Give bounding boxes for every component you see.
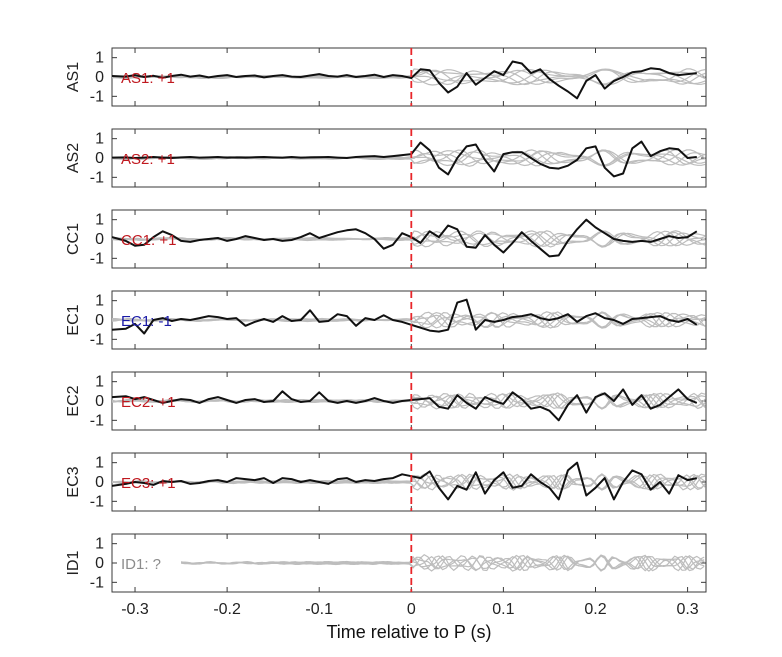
y-tick-label: 1: [95, 131, 104, 148]
reference-trace: [180, 554, 705, 572]
waveform-trace: [112, 461, 698, 501]
x-tick-label: -0.1: [305, 601, 333, 618]
panel-cc1: 1 0 -1 CC1 CC1: +1: [65, 209, 707, 269]
y-tick-label: -1: [90, 88, 104, 105]
y-tick-label: 0: [95, 474, 104, 491]
y-tick-label: 0: [95, 69, 104, 86]
y-tick-label: 0: [95, 231, 104, 248]
station-axis-label: EC3: [65, 466, 82, 497]
y-tick-label: 0: [95, 312, 104, 329]
y-tick-label: -1: [90, 412, 104, 429]
panel-as1: 1 0 -1 AS1 AS1: +1: [65, 47, 707, 107]
x-tick-label: 0.1: [492, 601, 514, 618]
panel-id1: 1 0 -1 ID1 ID1: ?: [65, 533, 707, 593]
reference-trace: [112, 149, 706, 165]
y-tick-label: 0: [95, 393, 104, 410]
x-tick-label: 0: [407, 601, 416, 618]
station-axis-label: ID1: [65, 550, 82, 575]
waveform-trace: [112, 218, 698, 258]
polarity-label: EC2: +1: [121, 394, 176, 411]
polarity-label: CC1: +1: [121, 232, 176, 249]
station-axis-label: EC2: [65, 385, 82, 416]
x-axis-label: Time relative to P (s): [326, 622, 491, 642]
waveform-trace: [112, 298, 698, 335]
polarity-label: EC1: -1: [121, 313, 172, 330]
panel-ec3: 1 0 -1 EC3 EC3: +1: [65, 452, 707, 512]
reference-trace: [112, 311, 706, 328]
polarity-label: ID1: ?: [121, 556, 161, 573]
station-axis-label: AS1: [65, 62, 82, 92]
y-tick-label: -1: [90, 574, 104, 591]
y-tick-label: -1: [90, 250, 104, 267]
polarity-label: AS1: +1: [121, 70, 175, 87]
polarity-label: AS2: +1: [121, 151, 175, 168]
y-tick-label: 0: [95, 555, 104, 572]
polarity-label: EC3: +1: [121, 475, 176, 492]
y-tick-label: -1: [90, 169, 104, 186]
panel-ec1: 1 0 -1 EC1 EC1: -1: [65, 290, 707, 350]
panels-group: 1 0 -1 AS1 AS1: +1 1 0 -1 AS2 AS2: +1 1 0 -1 CC1 CC1: …: [65, 47, 707, 593]
y-tick-label: 1: [95, 293, 104, 310]
y-tick-label: -1: [90, 493, 104, 510]
station-axis-label: EC1: [65, 304, 82, 335]
x-tick-label: 0.3: [676, 601, 698, 618]
y-tick-label: -1: [90, 331, 104, 348]
station-axis-label: AS2: [65, 143, 82, 173]
y-tick-label: 1: [95, 536, 104, 553]
waveform-trace: [112, 60, 697, 100]
waveform-trace: [112, 140, 697, 178]
reference-trace: [112, 473, 706, 491]
y-tick-label: 1: [95, 455, 104, 472]
x-tick-label: -0.2: [213, 601, 241, 618]
x-tick-label: 0.2: [584, 601, 606, 618]
reference-trace: [112, 313, 706, 329]
x-axis: -0.3 -0.2 -0.1 0 0.1 0.2 0.3: [121, 601, 699, 618]
x-tick-label: -0.3: [121, 601, 149, 618]
y-tick-label: 1: [95, 212, 104, 229]
waveform-trace: [112, 388, 698, 422]
y-tick-label: 0: [95, 150, 104, 167]
y-tick-label: 1: [95, 50, 104, 67]
panel-as2: 1 0 -1 AS2 AS2: +1: [65, 128, 707, 188]
station-axis-label: CC1: [65, 223, 82, 255]
y-tick-label: 1: [95, 374, 104, 391]
panel-ec2: 1 0 -1 EC2 EC2: +1: [65, 371, 707, 431]
